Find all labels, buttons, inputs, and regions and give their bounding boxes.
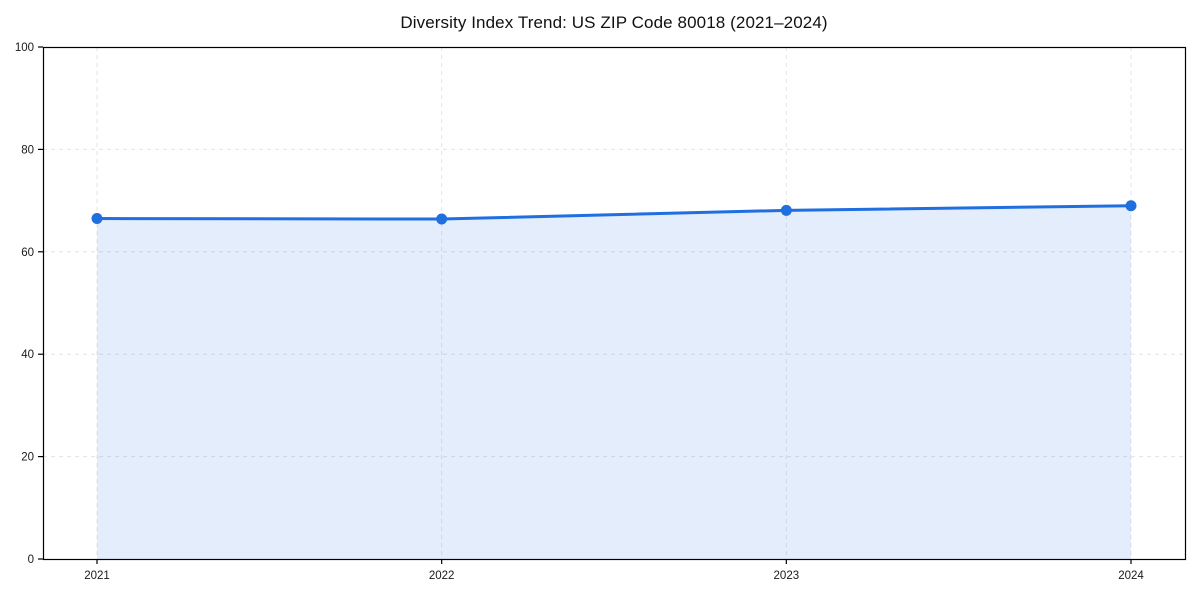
x-tick-label: 2024 bbox=[1118, 570, 1144, 582]
data-point-marker bbox=[436, 213, 448, 225]
y-tick-label: 40 bbox=[21, 349, 34, 361]
x-tick-label: 2022 bbox=[429, 570, 455, 582]
data-point-marker bbox=[91, 213, 103, 225]
x-tick-label: 2021 bbox=[84, 570, 110, 582]
y-tick-label: 100 bbox=[15, 42, 34, 54]
y-tick-label: 60 bbox=[21, 247, 34, 259]
data-point-marker bbox=[780, 204, 792, 216]
y-tick-label: 20 bbox=[21, 452, 34, 464]
gridlines bbox=[43, 47, 1185, 559]
area-fill bbox=[97, 205, 1131, 559]
y-tick-label: 0 bbox=[28, 554, 34, 566]
data-points bbox=[91, 200, 1137, 225]
y-axis: 0 20 40 60 80 100 bbox=[15, 42, 43, 566]
x-tick-label: 2023 bbox=[774, 570, 800, 582]
chart-title: Diversity Index Trend: US ZIP Code 80018… bbox=[400, 13, 828, 32]
y-tick-label: 80 bbox=[21, 144, 34, 156]
x-axis: 2021 2022 2023 2024 bbox=[84, 559, 1144, 582]
plot-frame bbox=[42, 46, 1187, 561]
data-point-marker bbox=[1125, 200, 1137, 212]
trend-line bbox=[95, 204, 1133, 221]
